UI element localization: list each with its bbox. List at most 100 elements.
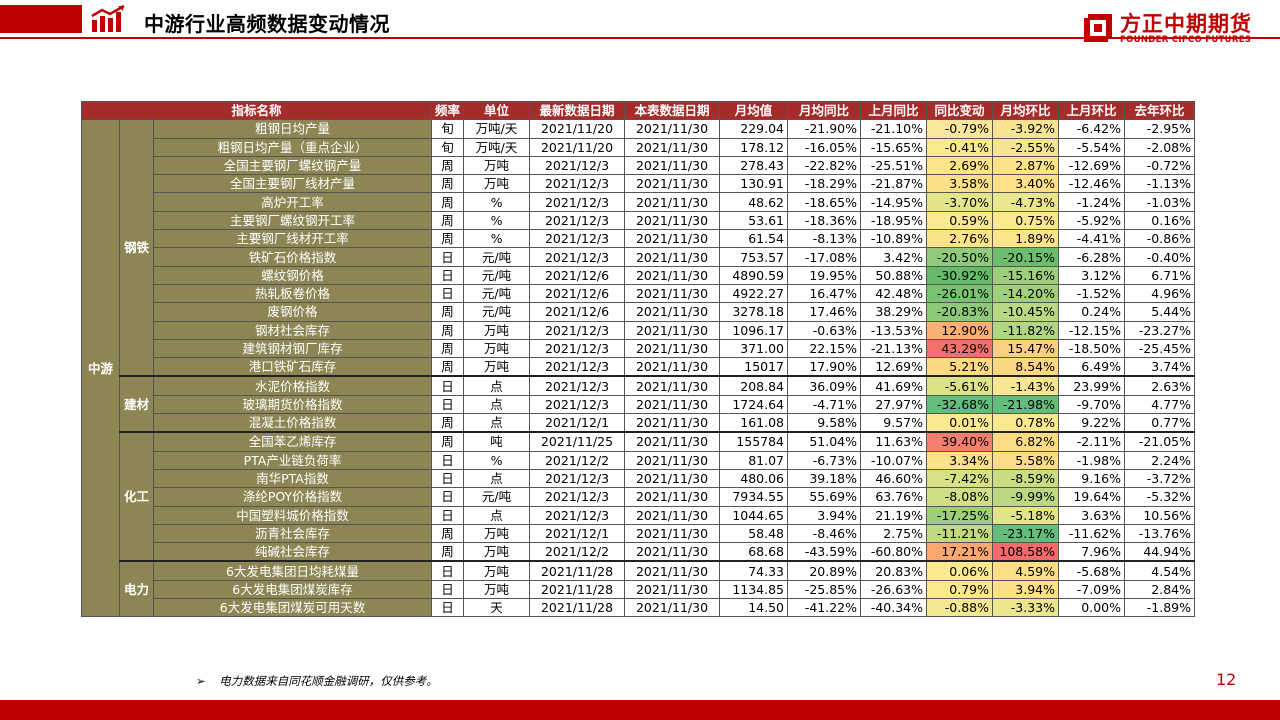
- mom-cell: -23.17%: [992, 523, 1060, 544]
- ly-mom-cell: -3.72%: [1124, 468, 1196, 489]
- table-cell: 2021/11/30: [624, 357, 721, 377]
- ly-mom-cell: -0.86%: [1124, 229, 1196, 249]
- yoy-chg-cell: 17.21%: [926, 542, 994, 562]
- yoy-cell: -21.90%: [787, 119, 862, 139]
- unit-cell: 元/吨: [463, 302, 531, 322]
- last-mom-cell: -5.68%: [1058, 560, 1126, 581]
- indicator-name-cell: 6大发电集团煤炭可用天数: [153, 598, 432, 618]
- latest-cell: 2021/12/3: [529, 320, 626, 340]
- ly-mom-cell: 10.56%: [1124, 505, 1196, 525]
- avg-cell: 208.84: [719, 375, 789, 396]
- latest-cell: 2021/12/3: [529, 229, 626, 249]
- last-yoy-cell: 21.19%: [860, 505, 928, 525]
- yoy-cell: -18.65%: [787, 192, 862, 212]
- indicator-name-cell: 涤纶POY价格指数: [153, 487, 432, 507]
- yoy-cell: 39.18%: [787, 468, 862, 489]
- group-cell: 建材: [119, 375, 154, 433]
- mom-cell: -3.33%: [992, 598, 1060, 618]
- table-row: 全国主要钢厂线材产量周万吨 2021/12/3 2021/11/30 130.91 -1…: [82, 174, 1196, 194]
- footer-bar: [0, 700, 1280, 720]
- yoy-chg-cell: -32.68%: [926, 394, 994, 415]
- indicator-name-cell: 6大发电集团煤炭库存: [153, 579, 432, 600]
- avg-cell: 178.12: [719, 137, 789, 157]
- freq-cell: 日: [430, 560, 465, 581]
- indicator-name-cell: 螺纹钢价格: [153, 265, 432, 285]
- ly-mom-cell: 4.96%: [1124, 283, 1196, 304]
- latest-cell: 2021/11/28: [529, 598, 626, 618]
- table-cell: 2021/11/30: [624, 560, 721, 581]
- avg-cell: 68.68: [719, 542, 789, 562]
- avg-cell: 7934.55: [719, 487, 789, 507]
- ly-mom-cell: -23.27%: [1124, 320, 1196, 340]
- yoy-chg-cell: 2.76%: [926, 229, 994, 249]
- yoy-cell: -16.05%: [787, 137, 862, 157]
- last-mom-cell: -12.46%: [1058, 174, 1126, 194]
- last-yoy-cell: 3.42%: [860, 247, 928, 267]
- freq-cell: 日: [430, 265, 465, 285]
- latest-cell: 2021/12/3: [529, 487, 626, 507]
- table-row: 南华PTA指数日点 2021/12/3 2021/11/30 480.06 39.18%…: [82, 468, 1196, 489]
- indicator-name-cell: 玻璃期货价格指数: [153, 394, 432, 415]
- last-yoy-cell: 2.75%: [860, 523, 928, 544]
- last-yoy-cell: -21.13%: [860, 338, 928, 359]
- last-yoy-cell: -25.51%: [860, 155, 928, 176]
- unit-cell: 天: [463, 598, 531, 618]
- avg-cell: 753.57: [719, 247, 789, 267]
- last-mom-cell: -2.11%: [1058, 431, 1126, 452]
- avg-cell: 480.06: [719, 468, 789, 489]
- unit-cell: 点: [463, 468, 531, 489]
- yoy-chg-cell: -5.61%: [926, 375, 994, 396]
- last-mom-cell: -12.69%: [1058, 155, 1126, 176]
- avg-cell: 74.33: [719, 560, 789, 581]
- last-mom-cell: 3.63%: [1058, 505, 1126, 525]
- ly-mom-cell: -0.72%: [1124, 155, 1196, 176]
- yoy-chg-cell: -0.88%: [926, 598, 994, 618]
- table-row: 港口铁矿石库存周万吨 2021/12/3 2021/11/30 15017 17.90%…: [82, 357, 1196, 377]
- latest-cell: 2021/12/2: [529, 450, 626, 470]
- table-cell: 2021/11/30: [624, 450, 721, 470]
- last-yoy-cell: -15.65%: [860, 137, 928, 157]
- indicator-name-cell: 热轧板卷价格: [153, 283, 432, 304]
- unit-cell: 万吨/天: [463, 119, 531, 139]
- last-yoy-cell: -10.89%: [860, 229, 928, 249]
- ly-mom-cell: -1.03%: [1124, 192, 1196, 212]
- ly-mom-cell: 4.54%: [1124, 560, 1196, 581]
- freq-cell: 日: [430, 247, 465, 267]
- freq-cell: 周: [430, 542, 465, 562]
- table-cell: 2021/11/30: [624, 229, 721, 249]
- ly-mom-cell: -5.32%: [1124, 487, 1196, 507]
- table-row: 粗钢日均产量（重点企业）旬万吨/天 2021/11/20 2021/11/30 178…: [82, 137, 1196, 157]
- yoy-chg-cell: 5.21%: [926, 357, 994, 377]
- mom-cell: 3.94%: [992, 579, 1060, 600]
- freq-cell: 周: [430, 431, 465, 452]
- unit-cell: 万吨: [463, 579, 531, 600]
- growth-chart-icon: [91, 4, 125, 32]
- avg-cell: 278.43: [719, 155, 789, 176]
- avg-cell: 1724.64: [719, 394, 789, 415]
- unit-cell: 万吨: [463, 523, 531, 544]
- indicator-name-cell: 6大发电集团日均耗煤量: [153, 560, 432, 581]
- unit-cell: 元/吨: [463, 247, 531, 267]
- last-mom-cell: 9.22%: [1058, 413, 1126, 433]
- indicator-name-cell: 纯碱社会库存: [153, 542, 432, 562]
- avg-cell: 53.61: [719, 210, 789, 231]
- yoy-chg-cell: -30.92%: [926, 265, 994, 285]
- last-mom-cell: 6.49%: [1058, 357, 1126, 377]
- mom-cell: -21.98%: [992, 394, 1060, 415]
- ly-mom-cell: -1.13%: [1124, 174, 1196, 194]
- table-cell: 2021/11/30: [624, 598, 721, 618]
- yoy-chg-cell: 2.69%: [926, 155, 994, 176]
- table-cell: 2021/11/30: [624, 375, 721, 396]
- indicator-name-cell: 全国主要钢厂螺纹钢产量: [153, 155, 432, 176]
- table-row: 铁矿石价格指数日元/吨 2021/12/3 2021/11/30 753.57 -17.…: [82, 247, 1196, 267]
- yoy-chg-cell: -20.50%: [926, 247, 994, 267]
- yoy-chg-cell: -26.01%: [926, 283, 994, 304]
- latest-cell: 2021/12/3: [529, 338, 626, 359]
- column-header: 本表数据日期: [624, 100, 721, 121]
- last-yoy-cell: -21.10%: [860, 119, 928, 139]
- freq-cell: 日: [430, 487, 465, 507]
- last-yoy-cell: -18.95%: [860, 210, 928, 231]
- last-mom-cell: 9.16%: [1058, 468, 1126, 489]
- last-mom-cell: -18.50%: [1058, 338, 1126, 359]
- table-cell: 2021/11/30: [624, 247, 721, 267]
